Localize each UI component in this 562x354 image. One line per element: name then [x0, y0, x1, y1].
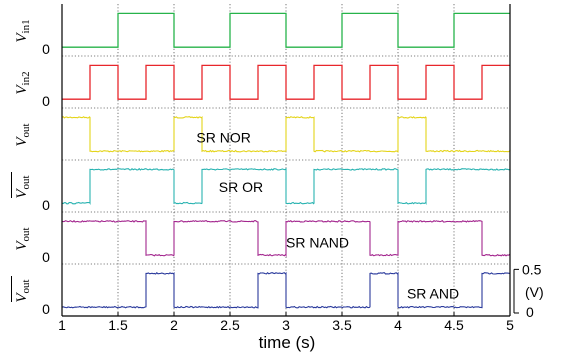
x-tick-label: 3	[282, 317, 290, 333]
x-tick-label: 4.5	[444, 317, 464, 333]
row-label-main: V	[14, 292, 30, 303]
zero-label-and: 0	[42, 301, 50, 317]
row-label-sub: out	[20, 175, 32, 189]
annotation-and: SR AND	[407, 285, 459, 301]
x-tick-label: 1.5	[108, 317, 128, 333]
trace-vin2	[62, 64, 510, 100]
row-label-main: V	[14, 240, 30, 251]
zero-label-vin1: 0	[42, 41, 50, 57]
annotation-nand: SR NAND	[286, 234, 349, 250]
row-label-text-vin2: Vin2	[14, 71, 32, 94]
trace-nand	[61, 219, 511, 258]
row-label-sub: in1	[20, 19, 32, 33]
row-label-sub: out	[20, 279, 32, 293]
grid	[62, 4, 510, 317]
zero-label-vin2: 0	[42, 93, 50, 109]
scale-bar: 0.5 (V) 0	[513, 261, 544, 320]
row-label-main: V	[14, 32, 30, 43]
row-label-text-nor: Vout	[14, 123, 32, 146]
row-label-and: Vout	[11, 276, 32, 303]
x-tick-label: 2	[170, 317, 178, 333]
zero-label-or: 0	[42, 197, 50, 213]
row-label-text-nand: Vout	[14, 227, 32, 250]
annotations: SR NOR SR OR SR NAND SR AND	[196, 129, 459, 301]
row-label-vin2: Vin2	[14, 71, 32, 94]
scale-bar-bottom-label: 0	[526, 304, 534, 320]
row-label-text-and: Vout	[14, 279, 32, 302]
trace-vin1	[62, 12, 510, 48]
trace-nor	[61, 115, 511, 153]
zero-label-nand: 0	[42, 249, 50, 265]
x-tick-label: 2.5	[220, 317, 240, 333]
x-tick-label: 5	[506, 317, 514, 333]
row-label-main: V	[14, 84, 30, 95]
annotation-or: SR OR	[219, 179, 263, 195]
scale-bar-top-label: 0.5	[522, 261, 542, 277]
trace-and	[61, 271, 510, 309]
row-label-sub: out	[20, 123, 32, 137]
row-label-or: Vout	[11, 172, 32, 199]
x-axis-label: time (s)	[259, 333, 316, 352]
row-label-nand: Vout	[14, 227, 32, 250]
scale-bar-unit: (V)	[525, 284, 544, 300]
x-tick-label: 3.5	[332, 317, 352, 333]
row-label-text-vin1: Vin1	[14, 19, 32, 42]
traces	[61, 12, 511, 309]
x-tick-labels: 1 1.5 2 2.5 3 3.5 4 4.5 5	[58, 312, 514, 333]
x-tick-label: 1	[58, 317, 66, 333]
annotation-nor: SR NOR	[196, 129, 250, 145]
row-label-vin1: Vin1	[14, 19, 32, 42]
row-label-text-or: Vout	[14, 175, 32, 198]
row-label-nor: Vout	[14, 123, 32, 146]
row-label-sub: in2	[20, 71, 32, 85]
trace-or	[61, 167, 511, 206]
row-label-main: V	[14, 136, 30, 147]
row-label-sub: out	[20, 227, 32, 241]
row-label-main: V	[14, 188, 30, 199]
x-tick-label: 4	[394, 317, 402, 333]
